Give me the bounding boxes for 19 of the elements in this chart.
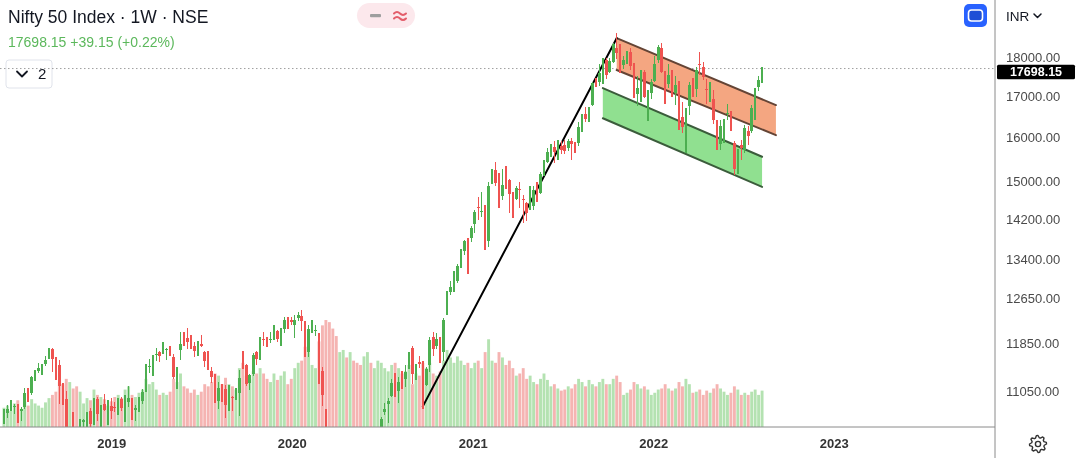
y-tick-label: 15000.00 — [1006, 174, 1061, 190]
x-tick-label: 2021 — [458, 435, 488, 451]
chart-title: Nifty 50 Index · 1W · NSE — [8, 7, 209, 27]
y-tick-label: 18000.00 — [1006, 49, 1061, 65]
y-tick-label: 11850.00 — [1006, 336, 1060, 352]
y-tick-label: 14200.00 — [1006, 212, 1061, 228]
y-tick-label: 12650.00 — [1006, 291, 1061, 307]
x-tick-label: 2022 — [639, 435, 669, 451]
y-tick-label: 17000.00 — [1006, 88, 1061, 104]
x-tick-label: 2023 — [819, 435, 849, 451]
x-tick-label: 2020 — [277, 435, 307, 451]
text: INR — [1006, 8, 1030, 24]
annotation: 2 — [38, 65, 47, 83]
x-tick-label: 2019 — [97, 435, 127, 451]
ref-line-label: 17698.15 — [1009, 65, 1063, 80]
y-tick-label: 13400.00 — [1006, 251, 1061, 267]
y-tick-label: 16000.00 — [1006, 130, 1061, 146]
y-tick-label: 11050.00 — [1006, 383, 1060, 399]
text: 17698.15 +39.15 (+0.22%) — [8, 34, 175, 50]
